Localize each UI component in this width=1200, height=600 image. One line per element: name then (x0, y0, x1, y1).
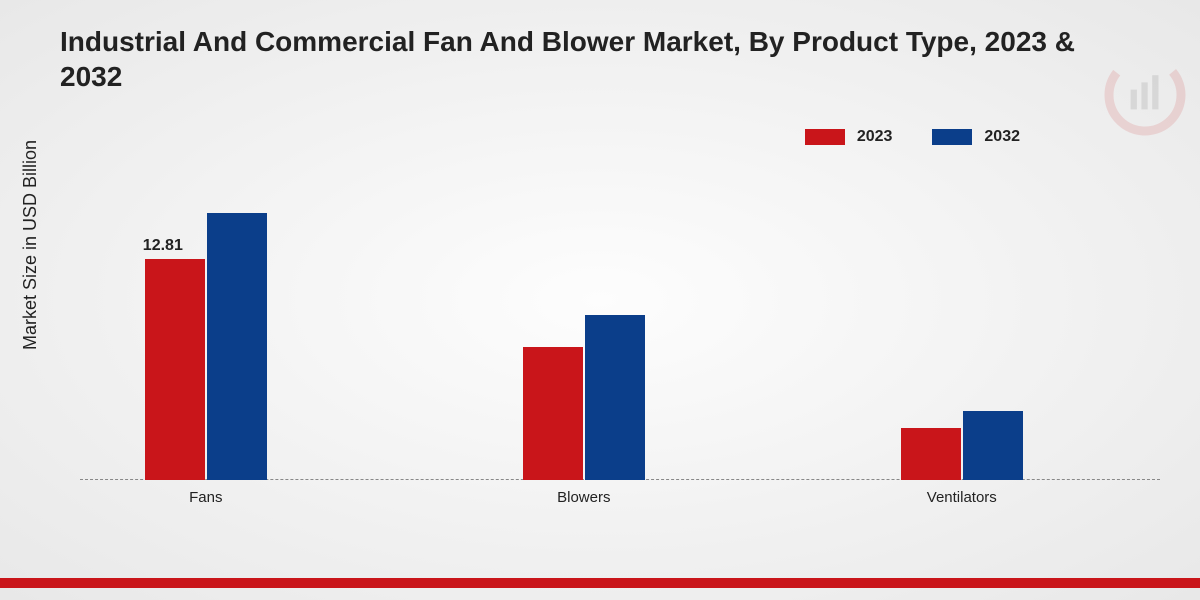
legend-item-2023: 2023 (805, 128, 893, 146)
bar-ventilators-2032 (963, 411, 1023, 480)
bar-fans-2023 (145, 259, 205, 480)
legend-swatch-2032 (932, 129, 972, 145)
footer-accent-bar (0, 578, 1200, 588)
legend: 2023 2032 (805, 128, 1020, 146)
bar-blowers-2023 (523, 347, 583, 480)
bar-group-fans: 12.81 Fans (145, 213, 267, 480)
bar-group-blowers: Blowers (523, 315, 645, 480)
legend-swatch-2023 (805, 129, 845, 145)
plot-area: 12.81 Fans Blowers Ventilators (80, 170, 1160, 480)
category-label-ventilators: Ventilators (882, 489, 1042, 506)
bar-group-ventilators: Ventilators (901, 411, 1023, 480)
bar-fans-2032 (207, 213, 267, 480)
legend-item-2032: 2032 (932, 128, 1020, 146)
bar-value-label-fans-2023: 12.81 (143, 237, 183, 255)
legend-label-2032: 2032 (984, 128, 1020, 146)
bar-blowers-2032 (585, 315, 645, 480)
chart-title: Industrial And Commercial Fan And Blower… (60, 24, 1140, 94)
category-label-fans: Fans (126, 489, 286, 506)
y-axis-label: Market Size in USD Billion (20, 140, 41, 350)
watermark-logo (1100, 50, 1190, 140)
bar-ventilators-2023 (901, 428, 961, 480)
category-label-blowers: Blowers (504, 489, 664, 506)
legend-label-2023: 2023 (857, 128, 893, 146)
